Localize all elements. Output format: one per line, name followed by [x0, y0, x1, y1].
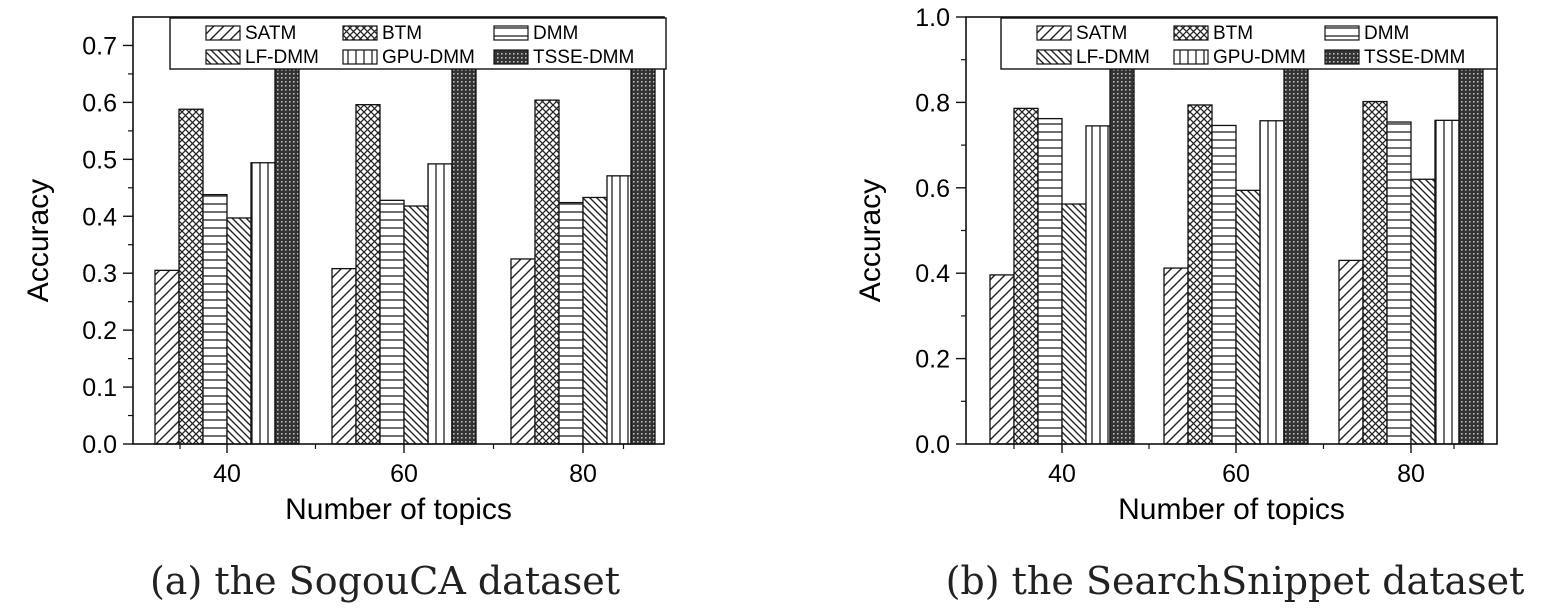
x-tick-label: 60: [1222, 460, 1250, 488]
bar-dmm-40: [202, 193, 228, 445]
legend-box: [1000, 17, 1498, 70]
y-tick-label: 0.2: [915, 346, 950, 374]
chart-sogouca: 0.0 0.1 0.2 0.3 0.4 0.5 0.6 0.7 40 60 80 Number of …: [22, 16, 667, 603]
legend-label-lf-dmm: LF-DMM: [245, 47, 319, 68]
bar-lf-dmm-80: [582, 196, 608, 445]
y-tick-label: 0.6: [82, 89, 117, 117]
y-tick-label: 0.0: [915, 431, 950, 459]
bar-btm-60: [355, 104, 381, 445]
legend-label-lf-dmm: LF-DMM: [1076, 47, 1150, 68]
bar-satm-40: [154, 269, 180, 445]
legend-label-tsse-dmm: TSSE-DMM: [533, 47, 634, 68]
legend-label-satm: SATM: [1076, 23, 1127, 44]
bar-tsse-dmm-40: [1109, 65, 1135, 445]
bar-gpu-dmm-40: [1085, 125, 1111, 445]
legend-label-dmm: DMM: [533, 23, 578, 44]
bar-btm-80: [534, 99, 560, 445]
bar-btm-80: [1362, 100, 1388, 445]
figure-caption: (b) the SearchSnippet dataset: [946, 559, 1525, 603]
bar-gpu-dmm-60: [1259, 120, 1285, 445]
legend-label-satm: SATM: [245, 23, 296, 44]
x-tick-label: 80: [569, 460, 597, 488]
bar-lf-dmm-40: [226, 217, 252, 445]
legend-swatch-satm: [205, 25, 241, 41]
bar-satm-60: [1163, 267, 1189, 445]
bar-tsse-dmm-80: [1458, 63, 1484, 445]
chart-searchsnippet: 0.0 0.2 0.4 0.6 0.8 1.0 40 60 80 Number of topics…: [854, 4, 1524, 603]
bar-btm-40: [178, 108, 204, 445]
legend-label-gpu-dmm: GPU-DMM: [382, 47, 475, 68]
legend-swatch-lf-dmm: [205, 49, 241, 65]
legend-label-btm: BTM: [1213, 23, 1253, 44]
bar-lf-dmm-40: [1061, 203, 1087, 445]
bar-gpu-dmm-80: [606, 175, 632, 445]
x-tick-label: 60: [390, 460, 418, 488]
y-tick-label: 1.0: [915, 4, 950, 32]
y-tick-label: 0.5: [82, 146, 117, 174]
x-axis-label: Number of topics: [1118, 493, 1345, 526]
y-tick-label: 0.4: [915, 260, 950, 288]
y-tick-label: 0.1: [82, 374, 117, 402]
x-axis-label: Number of topics: [285, 493, 512, 526]
plot-frame: [132, 16, 665, 445]
bar-dmm-40: [1037, 117, 1063, 445]
legend-swatch-gpu-dmm: [1173, 49, 1209, 65]
legend-swatch-btm: [1173, 25, 1209, 41]
y-axis-label: Accuracy: [22, 179, 55, 302]
bar-satm-60: [331, 267, 357, 445]
legend-box: [169, 17, 667, 70]
legend-swatch-lf-dmm: [1036, 49, 1072, 65]
legend-swatch-gpu-dmm: [342, 49, 378, 65]
y-tick-label: 0.7: [82, 32, 117, 60]
bar-gpu-dmm-60: [427, 163, 453, 445]
x-tick-label: 40: [1048, 460, 1076, 488]
legend-label-tsse-dmm: TSSE-DMM: [1364, 47, 1465, 68]
legend-swatch-dmm: [1324, 25, 1360, 41]
y-tick-label: 0.4: [82, 203, 117, 231]
bar-tsse-dmm-60: [451, 63, 477, 445]
y-tick-label: 0.0: [82, 431, 117, 459]
y-tick-label: 0.3: [82, 260, 117, 288]
legend-swatch-btm: [342, 25, 378, 41]
bar-tsse-dmm-80: [630, 52, 656, 445]
bar-tsse-dmm-60: [1283, 64, 1309, 445]
x-tick-label: 80: [1397, 460, 1425, 488]
bar-gpu-dmm-80: [1434, 119, 1460, 445]
x-tick-label: 40: [213, 460, 241, 488]
bar-dmm-60: [379, 199, 405, 445]
legend-swatch-dmm: [493, 25, 529, 41]
bar-satm-80: [510, 258, 536, 445]
bar-tsse-dmm-40: [274, 63, 300, 445]
bar-satm-40: [989, 274, 1015, 445]
bar-dmm-80: [1386, 121, 1412, 445]
legend-swatch-tsse-dmm: [493, 49, 529, 65]
legend-swatch-satm: [1036, 25, 1072, 41]
bar-btm-40: [1013, 107, 1039, 445]
bar-dmm-60: [1211, 124, 1237, 445]
bar-lf-dmm-60: [403, 205, 429, 445]
legend-label-gpu-dmm: GPU-DMM: [1213, 47, 1306, 68]
bar-dmm-80: [558, 201, 584, 445]
figure-caption: (a) the SogouCA dataset: [150, 559, 620, 603]
bar-btm-60: [1187, 104, 1213, 445]
legend-label-btm: BTM: [382, 23, 422, 44]
bar-lf-dmm-60: [1235, 189, 1261, 445]
bar-satm-80: [1338, 259, 1364, 445]
y-tick-label: 0.2: [82, 317, 117, 345]
bar-lf-dmm-80: [1410, 178, 1436, 445]
legend-label-dmm: DMM: [1364, 23, 1409, 44]
y-tick-label: 0.8: [915, 89, 950, 117]
bar-gpu-dmm-40: [250, 162, 276, 445]
y-axis-label: Accuracy: [854, 179, 887, 302]
y-tick-label: 0.6: [915, 175, 950, 203]
legend-swatch-tsse-dmm: [1324, 49, 1360, 65]
